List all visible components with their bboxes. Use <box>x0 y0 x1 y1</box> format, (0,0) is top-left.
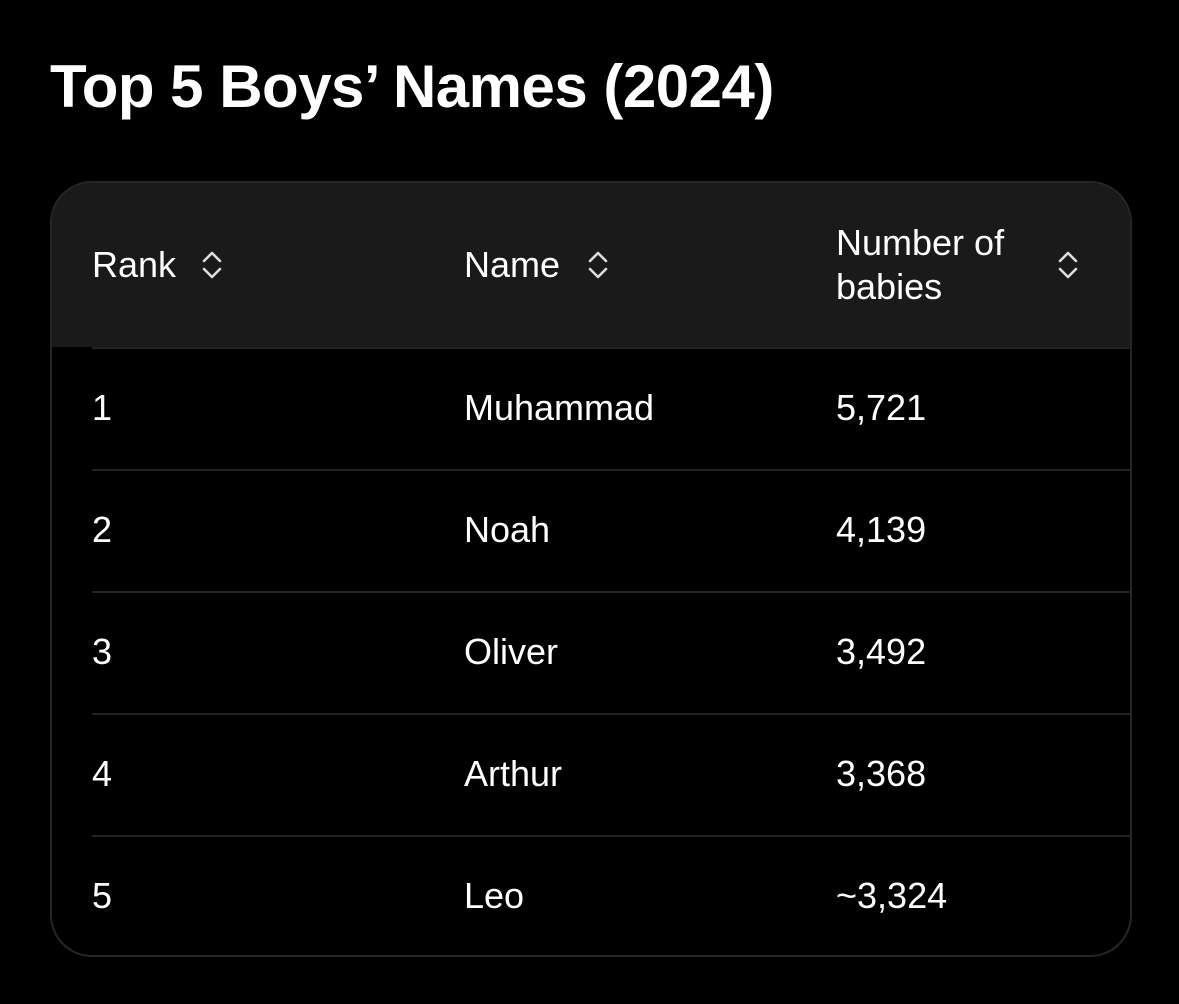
row-divider <box>92 591 1130 593</box>
column-header[interactable]: Name <box>464 183 628 347</box>
sort-icon[interactable] <box>200 249 224 281</box>
table-cell: 1 <box>92 387 113 428</box>
table-row: 1 Muhammad 5,721 <box>52 347 1130 469</box>
table-cell: 3 <box>92 631 113 672</box>
sort-icon[interactable] <box>1056 249 1080 281</box>
table-cell: Muhammad <box>464 387 655 428</box>
table-cell: Leo <box>464 875 525 916</box>
page-title: Top 5 Boys’ Names (2024) <box>50 53 774 120</box>
table-cell: 4 <box>92 753 113 794</box>
table-cell: 5 <box>92 875 113 916</box>
column-header-text: Name <box>464 244 561 285</box>
table-cell: ~3,324 <box>836 875 948 916</box>
row-divider <box>92 713 1130 715</box>
table-row: 2 Noah 4,139 <box>52 469 1130 591</box>
column-header-text: Number of babies <box>836 222 1005 307</box>
sort-icon[interactable] <box>586 249 610 281</box>
row-divider <box>92 347 1130 349</box>
row-divider <box>92 469 1130 471</box>
table-cell: 3,492 <box>836 631 927 672</box>
table-cell: 3,368 <box>836 753 927 794</box>
table-cell: Arthur <box>464 753 563 794</box>
table-cell: 4,139 <box>836 509 927 550</box>
table-header: Rank Name Number of babies <box>52 183 1130 347</box>
table: Rank Name Number of babies 1 Muhammad 5,721 2… <box>50 181 1132 957</box>
column-header-text: Rank <box>92 244 177 285</box>
column-header[interactable]: Number of babies <box>836 183 1098 347</box>
table-cell: Oliver <box>464 631 559 672</box>
table-row: 5 Leo ~3,324 <box>52 835 1130 955</box>
table-row: 3 Oliver 3,492 <box>52 591 1130 713</box>
column-header[interactable]: Rank <box>92 183 242 347</box>
row-divider <box>92 835 1130 837</box>
table-cell: 5,721 <box>836 387 927 428</box>
table-cell: Noah <box>464 509 551 550</box>
table-row: 4 Arthur 3,368 <box>52 713 1130 835</box>
table-cell: 2 <box>92 509 113 550</box>
